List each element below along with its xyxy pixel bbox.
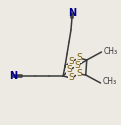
Text: S: S [68,74,74,82]
Text: S: S [74,62,80,70]
Text: S: S [76,54,82,62]
Text: S: S [76,70,82,78]
Text: S: S [66,66,72,74]
Text: S: S [68,58,74,66]
Text: N: N [68,8,76,18]
Text: CH₃: CH₃ [102,78,117,86]
Text: N: N [9,71,17,81]
Text: CH₃: CH₃ [103,46,118,56]
